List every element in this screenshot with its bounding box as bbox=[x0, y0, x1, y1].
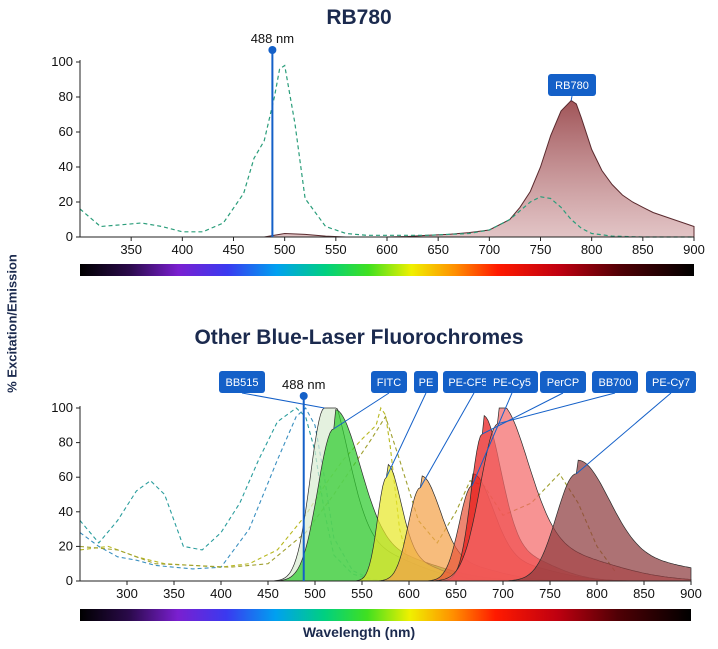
badge-label-bb515: BB515 bbox=[225, 377, 258, 389]
laser-label-top: 488 nm bbox=[251, 31, 294, 46]
y-tick-label: 60 bbox=[59, 124, 73, 139]
badge-leader-rb780 bbox=[570, 95, 573, 101]
badge-label-fitc: FITC bbox=[377, 377, 401, 389]
laser-dot-bottom bbox=[299, 392, 308, 400]
spectrum-bar-top bbox=[80, 264, 694, 276]
x-tick-label: 550 bbox=[325, 242, 347, 257]
laser-dot-top bbox=[268, 46, 277, 54]
badge-leader-bb700 bbox=[498, 392, 616, 425]
y-tick-label: 80 bbox=[59, 435, 73, 450]
badge-label-pe-cy5: PE-Cy5 bbox=[493, 377, 531, 389]
badge-bb700 bbox=[592, 371, 638, 393]
x-tick-label: 500 bbox=[274, 242, 296, 257]
badge-pe-cy5 bbox=[486, 371, 538, 393]
x-tick-label: 750 bbox=[530, 242, 552, 257]
x-tick-label: 550 bbox=[351, 586, 373, 601]
x-tick-label: 350 bbox=[120, 242, 142, 257]
y-tick-label: 40 bbox=[59, 504, 73, 519]
badge-leader-pe bbox=[385, 392, 427, 478]
y-tick-label: 20 bbox=[59, 538, 73, 553]
y-tick-label: 40 bbox=[59, 159, 73, 174]
y-tick-label: 60 bbox=[59, 469, 73, 484]
x-tick-label: 400 bbox=[210, 586, 232, 601]
excitation-curve-0 bbox=[79, 407, 409, 582]
x-tick-label: 700 bbox=[478, 242, 500, 257]
badge-pe bbox=[414, 371, 438, 393]
x-tick-label: 650 bbox=[427, 242, 449, 257]
x-tick-label: 450 bbox=[257, 586, 279, 601]
y-tick-label: 100 bbox=[51, 400, 73, 415]
x-tick-label: 750 bbox=[539, 586, 561, 601]
x-tick-label: 850 bbox=[633, 586, 655, 601]
laser-label-bottom: 488 nm bbox=[282, 377, 325, 392]
emission-curve-rb780 bbox=[264, 99, 695, 238]
x-tick-label: 350 bbox=[163, 586, 185, 601]
badge-fitc bbox=[371, 371, 407, 393]
x-tick-label: 850 bbox=[632, 242, 654, 257]
x-tick-label: 700 bbox=[492, 586, 514, 601]
badge-leader-percp bbox=[482, 392, 564, 435]
badge-label-rb780: RB780 bbox=[555, 80, 589, 92]
x-tick-label: 400 bbox=[171, 242, 193, 257]
y-tick-label: 0 bbox=[66, 229, 73, 244]
chart-title-rb780: RB780 bbox=[326, 6, 392, 29]
excitation-curve-3 bbox=[79, 415, 617, 573]
badge-label-pe-cy7: PE-Cy7 bbox=[652, 377, 690, 389]
badge-leader-bb515 bbox=[241, 392, 325, 409]
x-tick-label: 800 bbox=[581, 242, 603, 257]
x-tick-label: 300 bbox=[116, 586, 138, 601]
badge-label-bb700: BB700 bbox=[598, 377, 631, 389]
y-tick-label: 0 bbox=[66, 573, 73, 588]
x-tick-label: 800 bbox=[586, 586, 608, 601]
x-tick-label: 450 bbox=[223, 242, 245, 257]
x-axis-label: Wavelength (nm) bbox=[302, 624, 416, 640]
x-tick-label: 900 bbox=[683, 242, 705, 257]
spectrum-bar-bottom bbox=[80, 609, 691, 621]
badge-label-percp: PerCP bbox=[547, 377, 579, 389]
badge-rb780 bbox=[548, 74, 596, 96]
x-tick-label: 650 bbox=[445, 586, 467, 601]
x-tick-label: 500 bbox=[304, 586, 326, 601]
badge-leader-pe-cy5 bbox=[471, 392, 513, 487]
badge-label-pe: PE bbox=[419, 377, 434, 389]
x-tick-label: 900 bbox=[680, 586, 702, 601]
x-tick-label: 600 bbox=[376, 242, 398, 257]
y-tick-label: 20 bbox=[59, 194, 73, 209]
y-tick-label: 80 bbox=[59, 89, 73, 104]
badge-leader-pe-cy7 bbox=[575, 392, 672, 475]
y-tick-label: 100 bbox=[51, 54, 73, 69]
x-tick-label: 600 bbox=[398, 586, 420, 601]
badge-percp bbox=[540, 371, 586, 393]
badge-bb515 bbox=[219, 371, 265, 393]
badge-leader-fitc bbox=[333, 392, 390, 430]
chart-title-other: Other Blue-Laser Fluorochromes bbox=[194, 326, 524, 349]
badge-pe-cy7 bbox=[646, 371, 696, 393]
badge-leader-pe-cf594 bbox=[419, 392, 475, 488]
